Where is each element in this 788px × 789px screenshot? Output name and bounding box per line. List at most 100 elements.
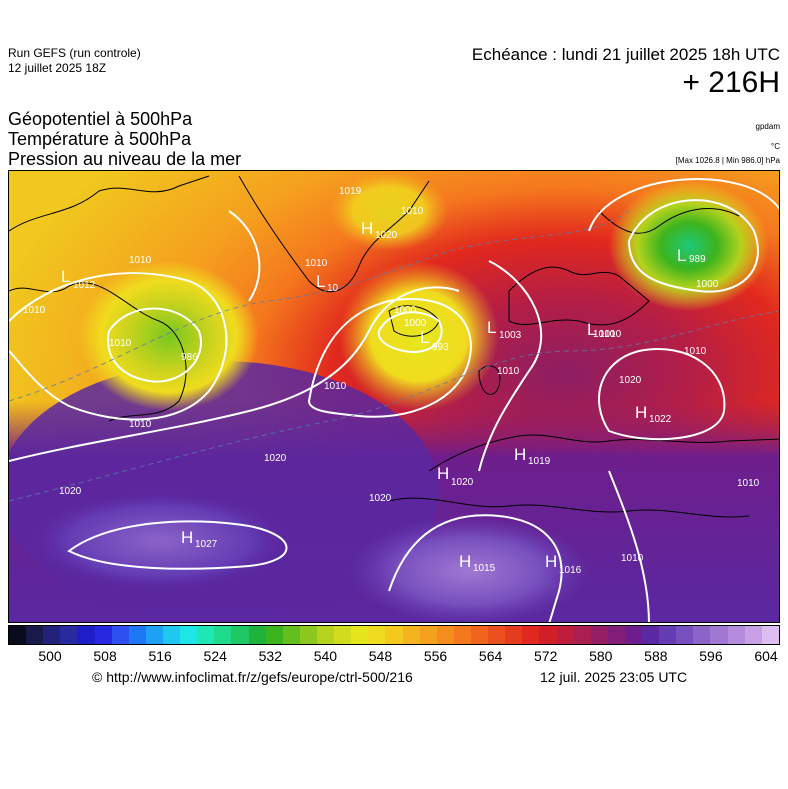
colorbar-tick-label: 500: [38, 648, 62, 664]
colorbar-swatch: [744, 626, 762, 644]
colorbar-swatch: [522, 626, 540, 644]
isobar-label: 1010: [109, 338, 132, 349]
colorbar-swatch: [43, 626, 61, 644]
svg-text:H: H: [635, 403, 647, 422]
high-center: H 1020: [361, 219, 398, 241]
high-center: H 1027: [181, 528, 218, 550]
isobar-1010-iceland: [307, 298, 472, 418]
colorbar-tick-label: 556: [423, 648, 448, 664]
greenland-shade: [329, 171, 449, 251]
colorbar-tick-label: 572: [534, 648, 558, 664]
colorbar-swatch: [316, 626, 335, 644]
colorbar-swatch: [351, 626, 369, 644]
isobar-label: 1020: [264, 453, 287, 464]
coast-novaya-zemlya: [598, 208, 740, 234]
svg-text:H: H: [361, 219, 373, 238]
colorbar-tick-label: 508: [93, 648, 117, 664]
colorbar-tick-label: 564: [478, 648, 503, 664]
svg-text:1027: 1027: [195, 539, 218, 550]
colorbar-swatch: [556, 626, 574, 644]
colorbar-swatch: [539, 626, 557, 644]
colorbar-swatch: [727, 626, 745, 644]
labrador-low-shade: [79, 261, 259, 411]
creation-time: 12 juil. 2025 23:05 UTC: [540, 669, 688, 685]
colorbar-swatch: [128, 626, 146, 644]
isobar-label: 1010: [129, 419, 152, 430]
title-geopotential: Géopotentiel à 500hPa: [8, 109, 193, 129]
colorbar: [8, 625, 780, 645]
map-svg: 1010 1010 1010 1010 1010 1010 1010 1010 …: [9, 171, 779, 622]
isobar-1010-europe: [478, 260, 543, 472]
coast-canada-arctic: [9, 175, 210, 232]
isobars: [9, 178, 779, 622]
isobar-label: 1010: [305, 258, 328, 269]
isobar-1000-iceland: [377, 311, 443, 353]
svg-text:L: L: [316, 272, 325, 291]
colorbar-swatch: [145, 626, 163, 644]
coast-scandinavia: [508, 266, 650, 326]
svg-text:1019: 1019: [528, 456, 551, 467]
colorbar-swatch: [710, 626, 728, 644]
colorbar-swatch: [505, 626, 523, 644]
colorbar-swatch: [248, 626, 266, 644]
colorbar-swatch: [368, 626, 386, 644]
title-pressure: Pression au niveau de la mer: [8, 149, 242, 169]
svg-text:986: 986: [181, 352, 198, 363]
credit-link[interactable]: © http://www.infoclimat.fr/z/gefs/europe…: [92, 669, 413, 685]
barents-low-shade: [609, 181, 769, 311]
colorbar-swatch: [214, 626, 232, 644]
isobar-1020-sahara: [388, 514, 563, 622]
svg-text:L: L: [61, 267, 70, 286]
svg-text:1019: 1019: [339, 186, 362, 197]
colorbar-tick-label: 532: [258, 648, 282, 664]
svg-text:H: H: [545, 552, 557, 571]
coast-greenland: [238, 175, 430, 293]
isobar-1010-east: [608, 470, 650, 622]
isobar-label: 1010: [324, 381, 347, 392]
colorbar-tick-label: 540: [313, 648, 338, 664]
unit-temperature: °C: [771, 142, 780, 151]
svg-text:L: L: [420, 328, 429, 347]
title-temperature: Température à 500hPa: [8, 129, 192, 149]
isobar-label: 1010: [401, 206, 424, 217]
svg-text:989: 989: [689, 254, 706, 265]
colorbar-swatch: [590, 626, 608, 644]
high-center: H 1019: [514, 445, 551, 467]
colorbar-swatch: [659, 626, 677, 644]
colorbar-swatch: [197, 626, 215, 644]
isobar-1020-russia: [598, 348, 726, 441]
geopotential-line-1: [9, 210, 630, 402]
colorbar-swatch: [607, 626, 625, 644]
weather-map: 1010 1010 1010 1010 1010 1010 1010 1010 …: [8, 170, 780, 623]
run-date: 12 juillet 2025 18Z: [8, 61, 107, 75]
colorbar-swatch: [488, 626, 506, 644]
svg-text:H: H: [514, 445, 526, 464]
valid-time: Echéance : lundi 21 juillet 2025 18h UTC: [471, 45, 780, 64]
colorbar-tick-label: 580: [589, 648, 613, 664]
low-center: 986: [181, 352, 198, 363]
isobar-label: 1010: [497, 366, 520, 377]
svg-text:10: 10: [327, 283, 339, 294]
low-center: L 10: [316, 272, 339, 294]
low-center: L 1012: [61, 267, 96, 291]
colorbar-tick-label: 516: [148, 648, 172, 664]
svg-text:1003: 1003: [499, 330, 522, 341]
pressure-range: [Max 1026.8 | Min 986.0] hPa: [675, 156, 780, 165]
isobar-label: 1010: [593, 329, 616, 340]
colorbar-swatch: [436, 626, 454, 644]
isobar-1000-barents: [627, 199, 759, 293]
coast-europe-south: [428, 434, 779, 472]
low-center: L 989: [677, 246, 706, 265]
isobar-labrador-1010: [9, 272, 228, 421]
isobar-label: 1010: [129, 255, 152, 266]
coastlines: [9, 175, 779, 518]
svg-text:L: L: [487, 318, 496, 337]
colorbar-swatch: [693, 626, 711, 644]
colorbar-swatch: [419, 626, 437, 644]
geopotential-line-2: [9, 310, 779, 502]
run-name: Run GEFS (run controle): [8, 46, 141, 60]
high-center: 1019: [339, 186, 362, 197]
colorbar-swatch: [162, 626, 181, 644]
